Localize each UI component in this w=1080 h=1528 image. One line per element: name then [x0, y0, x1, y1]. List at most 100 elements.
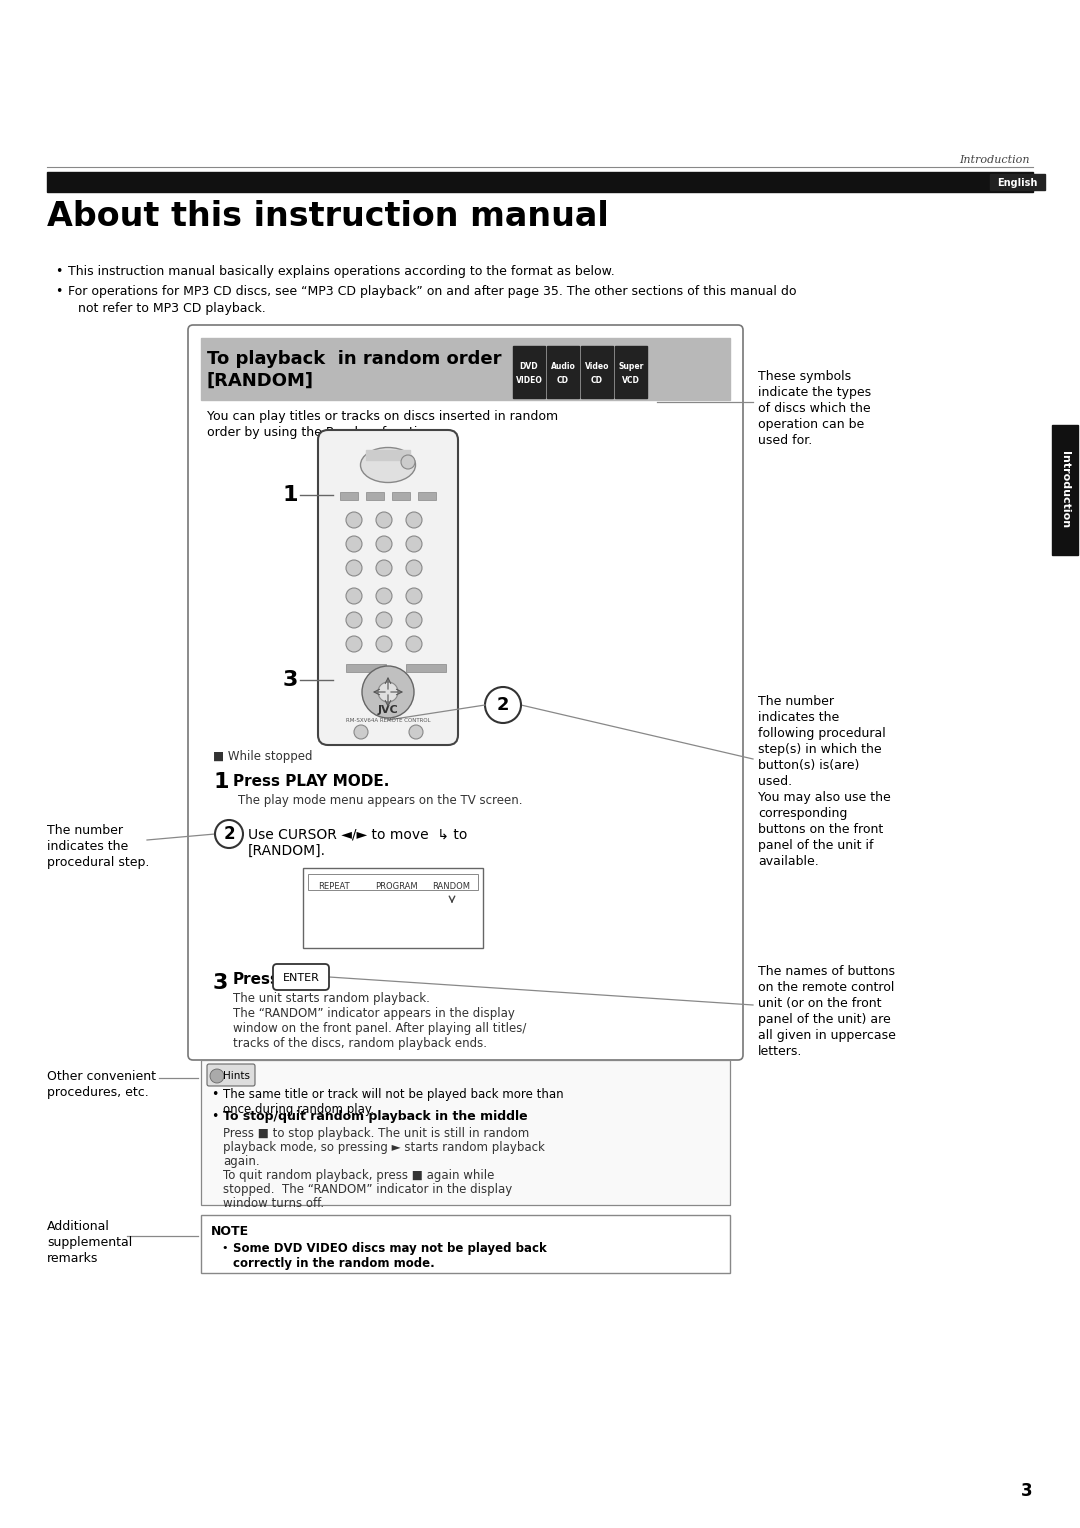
- Bar: [392, 492, 410, 500]
- Bar: [406, 665, 446, 672]
- Text: tracks of the discs, random playback ends.: tracks of the discs, random playback end…: [233, 1038, 487, 1050]
- Circle shape: [362, 666, 414, 718]
- Circle shape: [376, 559, 392, 576]
- Text: all given in uppercase: all given in uppercase: [758, 1028, 896, 1042]
- Text: The names of buttons: The names of buttons: [758, 966, 895, 978]
- Text: operation can be: operation can be: [758, 419, 864, 431]
- Text: Introduction: Introduction: [1059, 451, 1070, 529]
- Circle shape: [378, 681, 399, 701]
- Bar: [201, 1215, 730, 1273]
- Text: Use CURSOR ◄/► to move  ↳ to: Use CURSOR ◄/► to move ↳ to: [248, 827, 468, 840]
- Bar: [366, 451, 410, 460]
- Circle shape: [376, 588, 392, 604]
- Text: RM-SXV64A REMOTE CONTROL: RM-SXV64A REMOTE CONTROL: [346, 718, 430, 723]
- Text: Introduction: Introduction: [959, 154, 1030, 165]
- Text: used.: used.: [758, 775, 792, 788]
- Bar: [308, 874, 478, 889]
- Text: panel of the unit if: panel of the unit if: [758, 839, 874, 853]
- Text: The play mode menu appears on the TV screen.: The play mode menu appears on the TV scr…: [238, 795, 523, 807]
- Text: •: •: [211, 1109, 218, 1123]
- Text: ■ While stopped: ■ While stopped: [213, 750, 312, 762]
- Text: Super: Super: [619, 362, 644, 371]
- Circle shape: [346, 559, 362, 576]
- Text: PROGRAM: PROGRAM: [375, 882, 418, 891]
- Text: stopped.  The “RANDOM” indicator in the display: stopped. The “RANDOM” indicator in the d…: [222, 1183, 512, 1196]
- Text: window turns off.: window turns off.: [222, 1196, 324, 1210]
- Circle shape: [346, 536, 362, 552]
- Text: To stop/quit random playback in the middle: To stop/quit random playback in the midd…: [222, 1109, 528, 1123]
- Text: ENTER: ENTER: [283, 973, 320, 983]
- Text: CD: CD: [557, 376, 569, 385]
- Ellipse shape: [361, 448, 416, 483]
- Bar: [513, 345, 545, 397]
- Text: 2: 2: [497, 695, 510, 714]
- Circle shape: [376, 512, 392, 529]
- Text: available.: available.: [758, 856, 819, 868]
- FancyBboxPatch shape: [207, 1063, 255, 1086]
- Circle shape: [376, 613, 392, 628]
- Text: [RANDOM].: [RANDOM].: [248, 843, 326, 859]
- Bar: [546, 345, 579, 397]
- Circle shape: [485, 688, 521, 723]
- Text: playback mode, so pressing ► starts random playback: playback mode, so pressing ► starts rand…: [222, 1141, 545, 1154]
- Text: order by using the Random function.: order by using the Random function.: [207, 426, 437, 439]
- Text: Video: Video: [584, 362, 609, 371]
- Bar: [1052, 425, 1078, 555]
- Text: supplemental: supplemental: [48, 1236, 132, 1248]
- Circle shape: [215, 821, 243, 848]
- Text: 1: 1: [283, 484, 298, 504]
- FancyBboxPatch shape: [273, 964, 329, 990]
- Bar: [990, 174, 1045, 189]
- Text: •: •: [221, 1242, 228, 1253]
- Circle shape: [354, 724, 368, 740]
- Text: again.: again.: [222, 1155, 259, 1167]
- FancyBboxPatch shape: [318, 429, 458, 746]
- Text: About this instruction manual: About this instruction manual: [48, 200, 609, 232]
- Text: JVC: JVC: [378, 704, 399, 715]
- Circle shape: [346, 613, 362, 628]
- Text: •: •: [55, 286, 63, 298]
- Text: letters.: letters.: [758, 1045, 802, 1057]
- Text: To quit random playback, press ■ again while: To quit random playback, press ■ again w…: [222, 1169, 495, 1183]
- Text: To playback  in random order: To playback in random order: [207, 350, 501, 368]
- Text: •: •: [211, 1088, 218, 1102]
- Circle shape: [210, 1070, 224, 1083]
- Bar: [418, 492, 436, 500]
- Bar: [340, 492, 357, 500]
- Text: DVD: DVD: [519, 362, 538, 371]
- Text: The same title or track will not be played back more than: The same title or track will not be play…: [222, 1088, 564, 1102]
- Text: procedural step.: procedural step.: [48, 856, 149, 869]
- Bar: [366, 492, 384, 500]
- Text: once during random play.: once during random play.: [222, 1103, 374, 1115]
- Text: Additional: Additional: [48, 1219, 110, 1233]
- Circle shape: [406, 613, 422, 628]
- Text: Audio: Audio: [551, 362, 576, 371]
- Bar: [346, 665, 386, 672]
- Text: button(s) is(are): button(s) is(are): [758, 759, 860, 772]
- Text: The number: The number: [758, 695, 834, 707]
- Circle shape: [406, 636, 422, 652]
- Circle shape: [401, 455, 415, 469]
- Text: not refer to MP3 CD playback.: not refer to MP3 CD playback.: [78, 303, 266, 315]
- Text: The unit starts random playback.: The unit starts random playback.: [233, 992, 430, 1005]
- Circle shape: [346, 636, 362, 652]
- Text: Hints: Hints: [222, 1071, 249, 1080]
- Text: NOTE: NOTE: [211, 1225, 249, 1238]
- Text: of discs which the: of discs which the: [758, 402, 870, 416]
- Text: 3: 3: [1022, 1482, 1032, 1500]
- Text: RANDOM: RANDOM: [432, 882, 470, 891]
- Circle shape: [346, 512, 362, 529]
- Text: buttons on the front: buttons on the front: [758, 824, 883, 836]
- Text: REPEAT: REPEAT: [318, 882, 350, 891]
- Text: procedures, etc.: procedures, etc.: [48, 1086, 149, 1099]
- Text: step(s) in which the: step(s) in which the: [758, 743, 881, 756]
- Bar: [201, 338, 730, 400]
- Circle shape: [346, 588, 362, 604]
- Text: used for.: used for.: [758, 434, 812, 448]
- Bar: [201, 1060, 730, 1206]
- FancyBboxPatch shape: [188, 325, 743, 1060]
- Bar: [48, 173, 1032, 193]
- Text: VIDEO: VIDEO: [515, 376, 542, 385]
- Text: Press PLAY MODE.: Press PLAY MODE.: [233, 775, 390, 788]
- Text: Press: Press: [233, 972, 280, 987]
